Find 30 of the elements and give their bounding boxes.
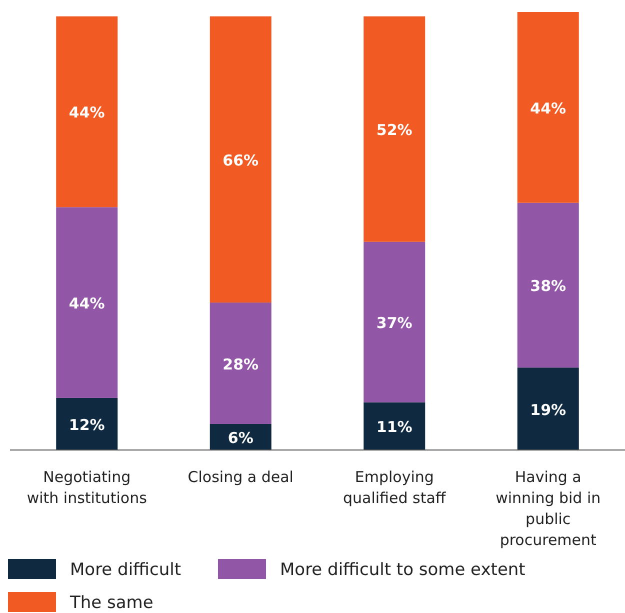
- bar: [210, 302, 272, 424]
- legend-label: More difficult: [70, 560, 182, 580]
- bar: [364, 242, 426, 402]
- x-tick-label: Having a winning bid in public procurement: [496, 468, 601, 549]
- data-label: 37%: [376, 314, 412, 332]
- data-label: 11%: [376, 418, 412, 436]
- legend-label: More difficult to some extent: [280, 560, 526, 580]
- data-label: 52%: [376, 121, 412, 140]
- bar: [517, 202, 579, 368]
- data-label: 38%: [530, 277, 566, 296]
- x-tick-label: Closing a deal: [188, 468, 294, 486]
- bar: [210, 16, 272, 303]
- data-label: 19%: [530, 400, 566, 419]
- bar: [517, 12, 579, 203]
- data-label: 66%: [222, 151, 259, 170]
- bar: [56, 16, 118, 208]
- legend-label: The same: [69, 593, 154, 613]
- bar: [56, 398, 118, 450]
- data-label: 44%: [530, 99, 566, 118]
- data-label: 44%: [68, 104, 105, 122]
- data-label: 6%: [228, 428, 254, 447]
- x-tick-label: Negotiating with institutions: [26, 468, 148, 507]
- data-label: 44%: [68, 294, 105, 313]
- bar: [517, 368, 579, 450]
- bar: [364, 16, 426, 242]
- data-label: 28%: [222, 355, 259, 374]
- x-tick-label: Employing qualified staff: [343, 468, 446, 507]
- data-label: 12%: [68, 416, 105, 434]
- bar: [364, 402, 426, 450]
- bar: [56, 207, 118, 398]
